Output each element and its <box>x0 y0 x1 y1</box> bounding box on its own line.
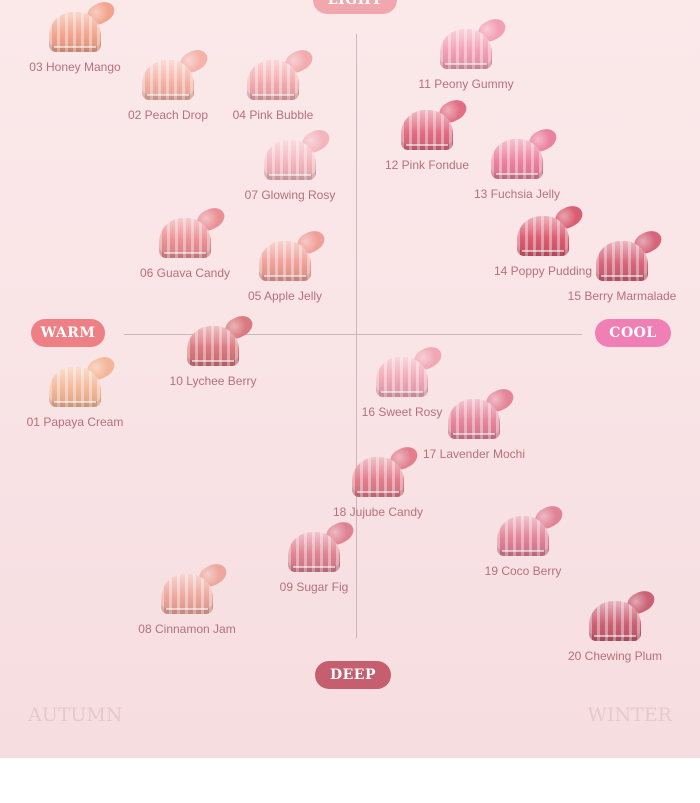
product-jelly <box>247 60 299 100</box>
product-label: 17 Lavender Mochi <box>422 447 526 461</box>
product-label: 13 Fuchsia Jelly <box>473 187 561 201</box>
product-jelly <box>497 516 549 556</box>
product-jelly <box>49 12 101 52</box>
product-label: 09 Sugar Fig <box>279 580 349 594</box>
color-chart-canvas: LIGHT WARM COOL DEEP AUTUMN WINTER 01 Pa… <box>0 0 700 758</box>
horizontal-axis-line <box>124 334 582 335</box>
product-label: 10 Lychee Berry <box>169 374 257 388</box>
product-jelly <box>440 29 492 69</box>
product-jelly <box>376 357 428 397</box>
product-jelly <box>448 399 500 439</box>
light-axis-label: LIGHT <box>313 0 397 14</box>
product-label: 15 Berry Marmalade <box>567 289 677 303</box>
product-label: 04 Pink Bubble <box>232 108 314 122</box>
product-jelly <box>589 601 641 641</box>
product-label: 18 Jujube Candy <box>332 505 424 519</box>
product-label: 01 Papaya Cream <box>26 415 124 429</box>
product-label: 19 Coco Berry <box>484 564 562 578</box>
product-jelly <box>401 110 453 150</box>
product-label: 05 Apple Jelly <box>247 289 323 303</box>
product-jelly <box>187 326 239 366</box>
deep-axis-label: DEEP <box>315 661 391 689</box>
product-label: 12 Pink Fondue <box>384 158 470 172</box>
product-jelly <box>259 241 311 281</box>
warm-axis-label: WARM <box>31 319 105 347</box>
product-jelly <box>159 218 211 258</box>
product-label: 08 Cinnamon Jam <box>138 622 236 636</box>
product-label: 06 Guava Candy <box>139 266 231 280</box>
product-jelly <box>596 241 648 281</box>
product-jelly <box>288 532 340 572</box>
cool-axis-label: COOL <box>595 319 671 347</box>
product-label: 14 Poppy Pudding <box>493 264 593 278</box>
vertical-axis-line <box>356 34 357 638</box>
footer-strip <box>0 758 700 803</box>
product-label: 11 Peony Gummy <box>418 77 514 91</box>
product-jelly <box>491 139 543 179</box>
product-label: 07 Glowing Rosy <box>244 188 336 202</box>
product-label: 02 Peach Drop <box>127 108 209 122</box>
product-label: 20 Chewing Plum <box>567 649 663 663</box>
product-jelly <box>161 574 213 614</box>
product-jelly <box>49 367 101 407</box>
season-winter-label: WINTER <box>587 704 672 726</box>
product-jelly <box>352 457 404 497</box>
product-label: 03 Honey Mango <box>29 60 121 74</box>
season-autumn-label: AUTUMN <box>28 704 123 726</box>
product-jelly <box>517 216 569 256</box>
product-jelly <box>264 140 316 180</box>
product-label: 16 Sweet Rosy <box>361 405 443 419</box>
product-jelly <box>142 60 194 100</box>
